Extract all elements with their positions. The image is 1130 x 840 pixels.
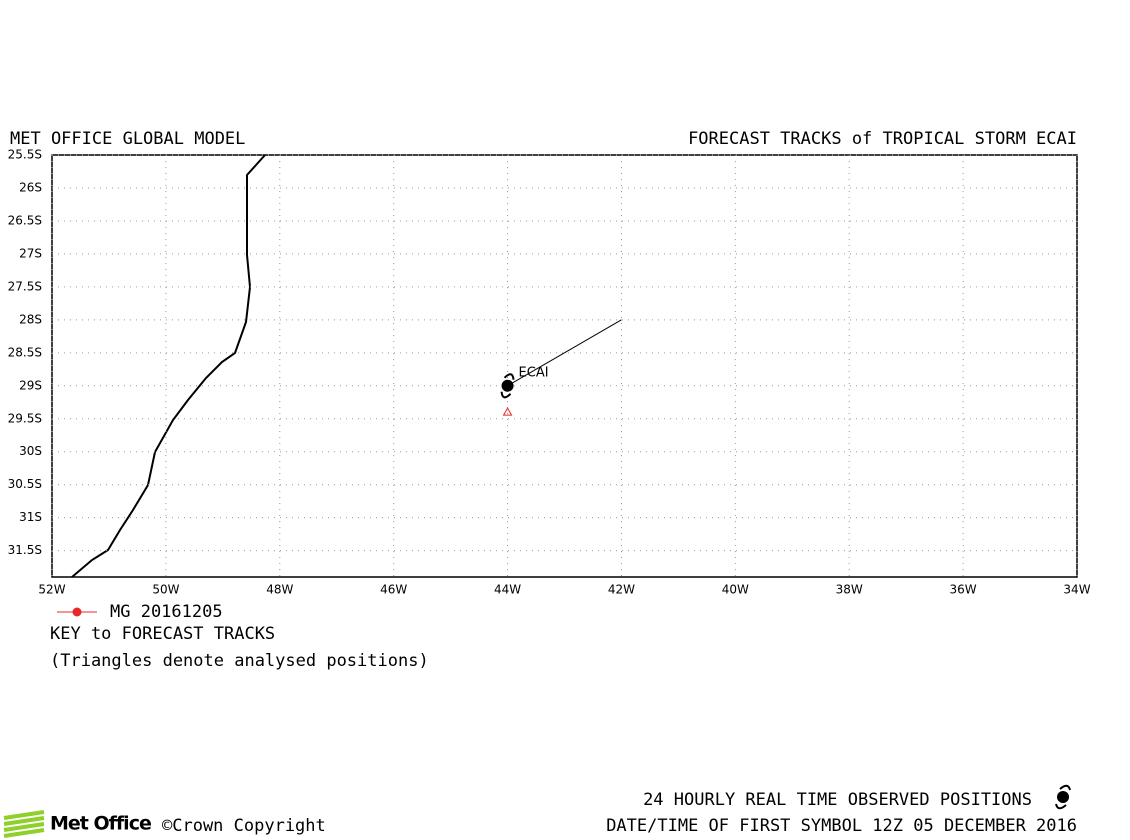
key-title: KEY to FORECAST TRACKS bbox=[50, 624, 275, 644]
storm-position bbox=[501, 379, 514, 392]
x-tick-label: 40W bbox=[722, 583, 749, 597]
storm-symbol-arms bbox=[500, 373, 515, 399]
x-tick-label: 42W bbox=[608, 583, 635, 597]
plot-frame bbox=[51, 154, 1078, 578]
title-right: FORECAST TRACKS of TROPICAL STORM ECAI bbox=[688, 129, 1077, 149]
x-tick-label: 52W bbox=[38, 583, 65, 597]
x-tick-label: 44W bbox=[494, 583, 521, 597]
y-tick-label: 28.5S bbox=[8, 345, 42, 359]
coastline bbox=[71, 154, 266, 578]
y-tick-label: 27.5S bbox=[8, 279, 42, 293]
x-tick-label: 50W bbox=[152, 583, 179, 597]
legend-marker bbox=[72, 607, 82, 617]
y-tick-label: 31.5S bbox=[8, 543, 42, 557]
x-tick-label: 48W bbox=[266, 583, 293, 597]
y-tick-label: 30S bbox=[19, 444, 42, 458]
y-tick-label: 31S bbox=[19, 510, 42, 524]
y-tick-label: 25.5S bbox=[8, 148, 42, 162]
footer-line1: 24 HOURLY REAL TIME OBSERVED POSITIONS bbox=[643, 790, 1032, 810]
y-tick-label: 26.5S bbox=[8, 213, 42, 227]
footer-line2: DATE/TIME OF FIRST SYMBOL 12Z 05 DECEMBE… bbox=[606, 816, 1077, 836]
copyright: ©Crown Copyright bbox=[162, 816, 326, 836]
forecast-track bbox=[507, 319, 622, 387]
storm-name: ECAI bbox=[519, 365, 549, 380]
legend-label: MG 20161205 bbox=[110, 602, 223, 622]
title-left: MET OFFICE GLOBAL MODEL bbox=[10, 129, 245, 149]
x-tick-label: 46W bbox=[380, 583, 407, 597]
logo-text: Met Office bbox=[50, 813, 151, 835]
y-tick-label: 26S bbox=[19, 180, 42, 194]
x-tick-label: 38W bbox=[836, 583, 863, 597]
x-tick-label: 36W bbox=[950, 583, 977, 597]
x-tick-label: 34W bbox=[1063, 583, 1090, 597]
analysed-position bbox=[502, 407, 513, 416]
y-tick-label: 29.5S bbox=[8, 411, 42, 425]
y-tick-label: 27S bbox=[19, 246, 42, 260]
y-tick-label: 28S bbox=[19, 312, 42, 326]
y-tick-label: 30.5S bbox=[8, 477, 42, 491]
y-tick-label: 29S bbox=[19, 378, 42, 392]
footer-storm-icon bbox=[1055, 784, 1071, 810]
key-note: (Triangles denote analysed positions) bbox=[50, 651, 429, 671]
logo-icon bbox=[3, 810, 45, 838]
